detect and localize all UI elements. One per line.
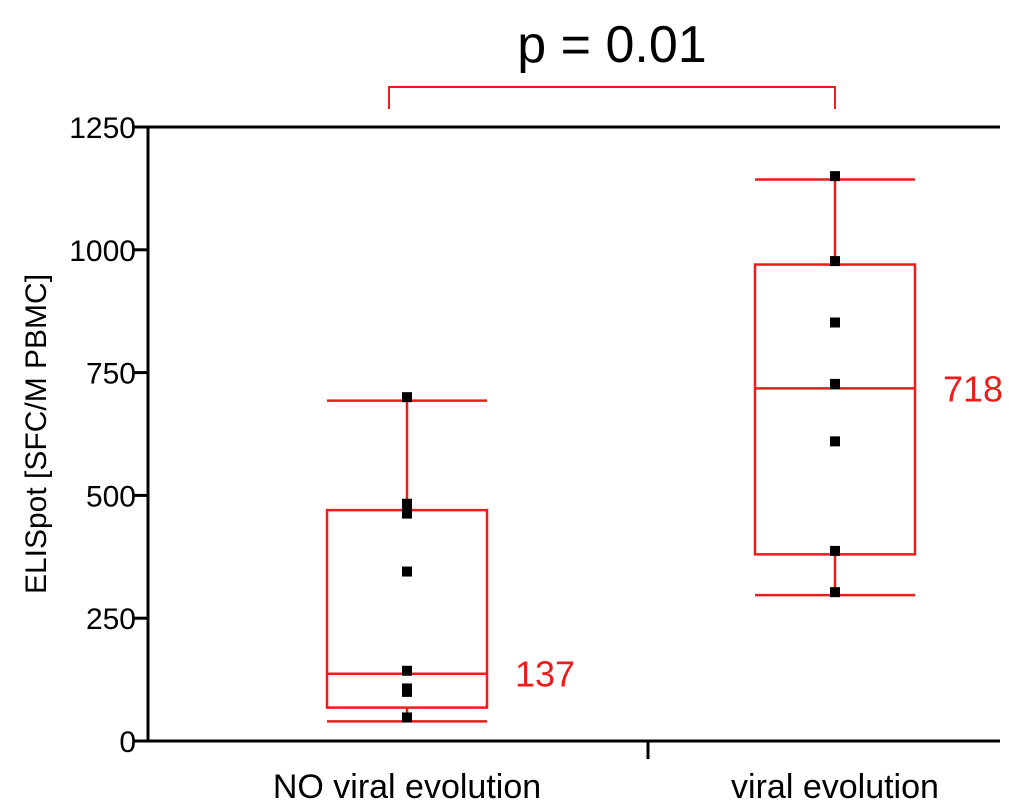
- data-point: [830, 171, 840, 182]
- data-point: [830, 317, 840, 328]
- axes: [146, 125, 1000, 759]
- x-category-label: viral evolution: [731, 768, 939, 806]
- data-point: [830, 378, 840, 389]
- box-series: 137 718: [325, 171, 1003, 723]
- median-value-label: 718: [943, 368, 1003, 409]
- p-value-annotation: p = 0.01: [517, 16, 706, 74]
- data-point: [402, 665, 412, 676]
- interquartile-box: [325, 508, 489, 709]
- interquartile-box: [753, 263, 917, 556]
- y-tick-label: 1250: [69, 112, 136, 145]
- data-point: [830, 545, 840, 556]
- data-point: [402, 712, 412, 723]
- data-point: [402, 686, 412, 697]
- median-value-label: 137: [515, 654, 575, 695]
- data-point: [830, 256, 840, 267]
- x-axis-category-labels: NO viral evolution viral evolution: [273, 768, 939, 806]
- data-point: [402, 498, 412, 509]
- data-point: [830, 587, 840, 598]
- y-tick-label: 250: [86, 603, 136, 636]
- significance-bracket: p = 0.01: [388, 16, 836, 109]
- y-axis-title: ELISpot [SFC/M PBMC]: [20, 274, 53, 594]
- box-group: 137: [325, 392, 575, 723]
- data-point: [402, 566, 412, 577]
- y-tick-label: 750: [86, 358, 136, 391]
- y-tick-label: 500: [86, 480, 136, 513]
- y-tick-label: 0: [119, 726, 136, 759]
- data-point: [402, 508, 412, 519]
- x-category-label: NO viral evolution: [273, 768, 541, 806]
- y-tick-label: 1000: [69, 235, 136, 268]
- box-group: 718: [753, 171, 1003, 598]
- bracket-line: [388, 86, 836, 109]
- data-point: [830, 436, 840, 447]
- y-axis-ticks: 0 250 500 750 1000 1250: [69, 112, 148, 759]
- data-point: [402, 392, 412, 403]
